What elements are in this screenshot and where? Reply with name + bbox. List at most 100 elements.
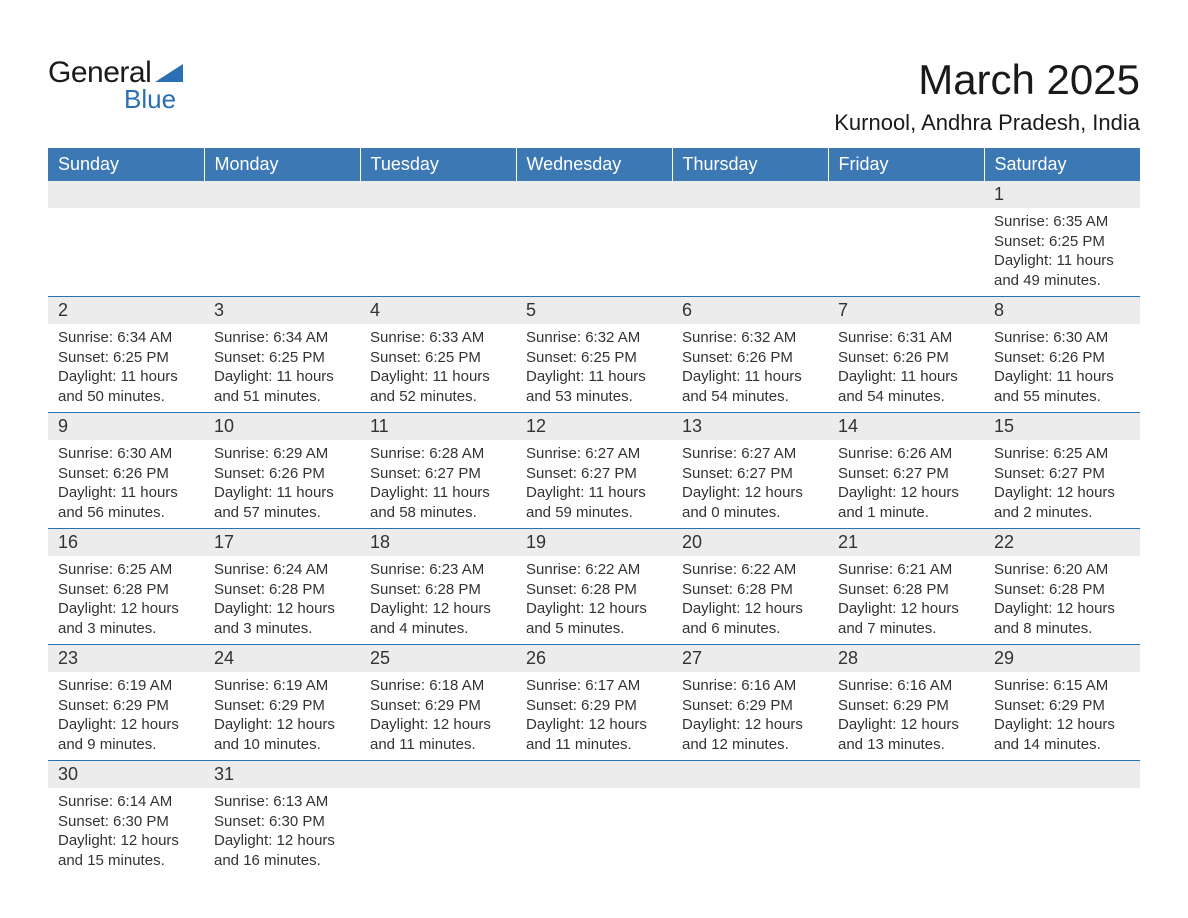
sunrise-text: Sunrise: 6:24 AM — [214, 560, 350, 580]
day-content-cell: Sunrise: 6:16 AMSunset: 6:29 PMDaylight:… — [828, 672, 984, 761]
sunrise-text: Sunrise: 6:29 AM — [214, 444, 350, 464]
day-number-cell: 27 — [672, 645, 828, 673]
sunset-text: Sunset: 6:29 PM — [370, 696, 506, 716]
day-number-cell: 19 — [516, 529, 672, 557]
daylight-text-1: Daylight: 12 hours — [526, 599, 662, 619]
sunset-text: Sunset: 6:25 PM — [214, 348, 350, 368]
day-content-cell: Sunrise: 6:34 AMSunset: 6:25 PMDaylight:… — [204, 324, 360, 413]
daylight-text-2: and 50 minutes. — [58, 387, 194, 407]
day-content-cell — [672, 208, 828, 297]
day-number-cell: 17 — [204, 529, 360, 557]
logo-text-blue: Blue — [124, 84, 183, 115]
day-content-cell — [360, 208, 516, 297]
day-number-cell — [516, 181, 672, 208]
day-number-cell: 16 — [48, 529, 204, 557]
sunset-text: Sunset: 6:26 PM — [58, 464, 194, 484]
day-number-row: 3031 — [48, 761, 1140, 789]
daylight-text-2: and 9 minutes. — [58, 735, 194, 755]
day-content-cell: Sunrise: 6:18 AMSunset: 6:29 PMDaylight:… — [360, 672, 516, 761]
sunrise-text: Sunrise: 6:25 AM — [994, 444, 1130, 464]
sunset-text: Sunset: 6:25 PM — [994, 232, 1130, 252]
day-number-cell: 7 — [828, 297, 984, 325]
day-content-cell — [672, 788, 828, 876]
sunrise-text: Sunrise: 6:32 AM — [682, 328, 818, 348]
sunset-text: Sunset: 6:29 PM — [214, 696, 350, 716]
sunset-text: Sunset: 6:30 PM — [214, 812, 350, 832]
sunrise-text: Sunrise: 6:30 AM — [994, 328, 1130, 348]
sunset-text: Sunset: 6:26 PM — [214, 464, 350, 484]
sunrise-text: Sunrise: 6:16 AM — [838, 676, 974, 696]
day-content-cell: Sunrise: 6:14 AMSunset: 6:30 PMDaylight:… — [48, 788, 204, 876]
sunset-text: Sunset: 6:29 PM — [58, 696, 194, 716]
daylight-text-1: Daylight: 12 hours — [682, 715, 818, 735]
sunrise-text: Sunrise: 6:21 AM — [838, 560, 974, 580]
daylight-text-2: and 53 minutes. — [526, 387, 662, 407]
day-number-cell: 12 — [516, 413, 672, 441]
daylight-text-2: and 51 minutes. — [214, 387, 350, 407]
calendar-header: SundayMondayTuesdayWednesdayThursdayFrid… — [48, 148, 1140, 181]
day-number-cell — [204, 181, 360, 208]
daylight-text-2: and 56 minutes. — [58, 503, 194, 523]
daylight-text-2: and 58 minutes. — [370, 503, 506, 523]
daylight-text-2: and 5 minutes. — [526, 619, 662, 639]
day-number-cell: 18 — [360, 529, 516, 557]
day-number-row: 1 — [48, 181, 1140, 208]
title-block: March 2025 Kurnool, Andhra Pradesh, Indi… — [834, 56, 1140, 136]
month-title: March 2025 — [834, 56, 1140, 104]
sunset-text: Sunset: 6:28 PM — [838, 580, 974, 600]
daylight-text-2: and 12 minutes. — [682, 735, 818, 755]
weekday-header: Wednesday — [516, 148, 672, 181]
location-text: Kurnool, Andhra Pradesh, India — [834, 110, 1140, 136]
daylight-text-2: and 11 minutes. — [370, 735, 506, 755]
day-content-cell: Sunrise: 6:32 AMSunset: 6:26 PMDaylight:… — [672, 324, 828, 413]
day-content-cell: Sunrise: 6:28 AMSunset: 6:27 PMDaylight:… — [360, 440, 516, 529]
day-content-cell — [828, 208, 984, 297]
sunrise-text: Sunrise: 6:15 AM — [994, 676, 1130, 696]
daylight-text-1: Daylight: 11 hours — [58, 367, 194, 387]
sunrise-text: Sunrise: 6:31 AM — [838, 328, 974, 348]
sunset-text: Sunset: 6:28 PM — [58, 580, 194, 600]
daylight-text-2: and 1 minute. — [838, 503, 974, 523]
day-number-cell — [48, 181, 204, 208]
day-number-cell — [360, 761, 516, 789]
day-number-cell: 20 — [672, 529, 828, 557]
day-content-cell: Sunrise: 6:32 AMSunset: 6:25 PMDaylight:… — [516, 324, 672, 413]
day-number-cell: 11 — [360, 413, 516, 441]
day-content-cell: Sunrise: 6:24 AMSunset: 6:28 PMDaylight:… — [204, 556, 360, 645]
day-content-cell: Sunrise: 6:19 AMSunset: 6:29 PMDaylight:… — [48, 672, 204, 761]
sunset-text: Sunset: 6:26 PM — [994, 348, 1130, 368]
sunset-text: Sunset: 6:28 PM — [526, 580, 662, 600]
sunrise-text: Sunrise: 6:34 AM — [58, 328, 194, 348]
day-content-cell: Sunrise: 6:22 AMSunset: 6:28 PMDaylight:… — [672, 556, 828, 645]
sunset-text: Sunset: 6:26 PM — [682, 348, 818, 368]
day-number-cell — [984, 761, 1140, 789]
sunrise-text: Sunrise: 6:16 AM — [682, 676, 818, 696]
day-content-cell: Sunrise: 6:25 AMSunset: 6:28 PMDaylight:… — [48, 556, 204, 645]
day-number-cell — [516, 761, 672, 789]
day-number-cell: 3 — [204, 297, 360, 325]
day-content-cell: Sunrise: 6:34 AMSunset: 6:25 PMDaylight:… — [48, 324, 204, 413]
sunrise-text: Sunrise: 6:13 AM — [214, 792, 350, 812]
daylight-text-1: Daylight: 12 hours — [370, 715, 506, 735]
day-content-row: Sunrise: 6:30 AMSunset: 6:26 PMDaylight:… — [48, 440, 1140, 529]
daylight-text-1: Daylight: 12 hours — [58, 831, 194, 851]
sunset-text: Sunset: 6:27 PM — [526, 464, 662, 484]
daylight-text-1: Daylight: 12 hours — [58, 715, 194, 735]
sunset-text: Sunset: 6:29 PM — [682, 696, 818, 716]
day-content-cell — [828, 788, 984, 876]
sunrise-text: Sunrise: 6:33 AM — [370, 328, 506, 348]
daylight-text-1: Daylight: 11 hours — [370, 483, 506, 503]
sunrise-text: Sunrise: 6:28 AM — [370, 444, 506, 464]
daylight-text-2: and 54 minutes. — [838, 387, 974, 407]
daylight-text-2: and 57 minutes. — [214, 503, 350, 523]
day-number-cell: 1 — [984, 181, 1140, 208]
sunrise-text: Sunrise: 6:17 AM — [526, 676, 662, 696]
day-content-cell — [516, 788, 672, 876]
sunrise-text: Sunrise: 6:18 AM — [370, 676, 506, 696]
weekday-header: Monday — [204, 148, 360, 181]
daylight-text-2: and 49 minutes. — [994, 271, 1130, 291]
day-content-cell — [984, 788, 1140, 876]
day-number-cell: 13 — [672, 413, 828, 441]
daylight-text-1: Daylight: 11 hours — [682, 367, 818, 387]
sunset-text: Sunset: 6:29 PM — [526, 696, 662, 716]
